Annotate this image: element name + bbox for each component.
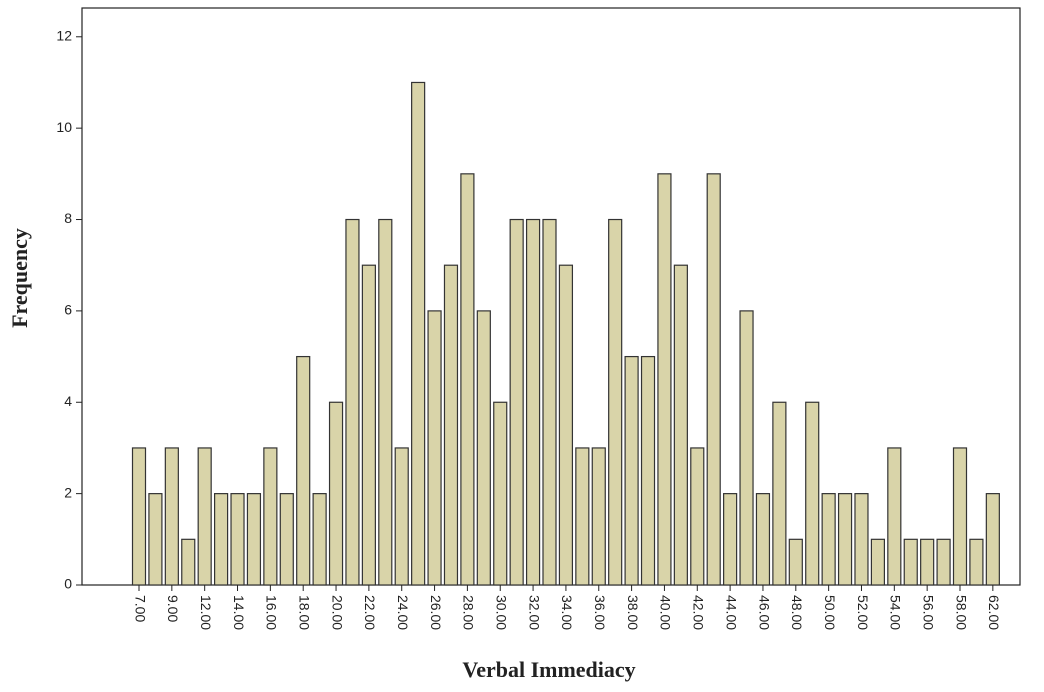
- bar: [854, 493, 869, 586]
- bar: [164, 447, 179, 586]
- bar: [706, 173, 721, 586]
- x-tick-label: 62.00: [986, 595, 1002, 630]
- bar: [920, 538, 935, 586]
- x-tick-label: 56.00: [920, 595, 936, 630]
- x-tick-label: 16.00: [264, 595, 280, 630]
- x-tick-label: 40.00: [658, 595, 674, 630]
- bar: [460, 173, 475, 586]
- bar: [936, 538, 951, 586]
- bar: [214, 493, 229, 586]
- y-tick-label: 8: [64, 210, 72, 226]
- x-tick-label: 30.00: [494, 595, 510, 630]
- x-tick-label: 38.00: [625, 595, 641, 630]
- x-tick-label: 34.00: [559, 595, 575, 630]
- bar: [591, 447, 606, 586]
- bar: [296, 355, 311, 586]
- bar: [624, 355, 639, 586]
- bar: [952, 447, 968, 586]
- bar: [328, 401, 344, 586]
- bar: [788, 538, 803, 586]
- x-tick-label: 48.00: [789, 595, 805, 630]
- bar: [887, 447, 902, 586]
- bar: [985, 493, 1000, 586]
- x-tick-label: 36.00: [592, 595, 608, 630]
- bar: [312, 493, 327, 586]
- bar: [739, 310, 754, 586]
- x-tick-label: 24.00: [395, 595, 411, 630]
- bar: [246, 493, 262, 586]
- y-tick-label: 10: [56, 119, 72, 135]
- x-tick-label: 58.00: [953, 595, 969, 630]
- bar: [443, 264, 459, 586]
- bar: [772, 401, 787, 586]
- x-tick-label: 54.00: [888, 595, 904, 630]
- bar: [279, 493, 294, 586]
- bar: [821, 493, 836, 586]
- x-tick-label: 52.00: [855, 595, 871, 630]
- x-tick-label: 42.00: [691, 595, 707, 630]
- bar: [673, 264, 688, 586]
- x-tick-label: 20.00: [329, 595, 345, 630]
- bar: [608, 218, 623, 586]
- bar: [575, 447, 590, 586]
- bar: [181, 538, 196, 586]
- y-tick-label: 2: [64, 484, 72, 500]
- x-tick-label: 28.00: [461, 595, 477, 630]
- x-tick-label: 26.00: [428, 595, 444, 630]
- x-tick-label: 12.00: [198, 595, 214, 630]
- y-axis-title: Frequency: [7, 228, 32, 328]
- x-tick-label: 22.00: [362, 595, 378, 630]
- x-tick-label: 50.00: [822, 595, 838, 630]
- bar: [542, 218, 557, 586]
- bar: [361, 264, 376, 586]
- x-tick-label: 32.00: [526, 595, 542, 630]
- bar: [509, 218, 524, 586]
- x-tick-label: 14.00: [231, 595, 247, 630]
- bar: [558, 264, 574, 586]
- bar: [805, 401, 820, 586]
- bar: [148, 493, 163, 586]
- bar: [427, 310, 442, 586]
- bar: [903, 538, 918, 586]
- y-tick-label: 12: [56, 27, 72, 43]
- bar: [870, 538, 886, 586]
- bar: [345, 218, 360, 586]
- bar: [640, 355, 656, 586]
- bar: [197, 447, 212, 586]
- y-tick-label: 4: [64, 393, 72, 409]
- x-tick-label: 7.00: [132, 595, 148, 622]
- x-axis-title: Verbal Immediacy: [462, 657, 635, 682]
- bar: [657, 173, 672, 586]
- y-tick-label: 6: [64, 302, 72, 318]
- bar: [394, 447, 409, 586]
- x-tick-label: 46.00: [756, 595, 772, 630]
- x-tick-label: 44.00: [723, 595, 739, 630]
- bar: [230, 493, 245, 586]
- bar: [525, 218, 541, 586]
- bar: [263, 447, 278, 586]
- bar: [378, 218, 393, 586]
- x-tick-label: 9.00: [165, 595, 181, 622]
- bar: [837, 493, 853, 586]
- bar: [969, 538, 984, 586]
- bar: [690, 447, 705, 586]
- bar: [723, 493, 738, 586]
- bar: [476, 310, 491, 586]
- bar: [131, 447, 147, 586]
- y-tick-label: 0: [64, 576, 72, 592]
- bar: [493, 401, 508, 586]
- x-tick-label: 18.00: [296, 595, 312, 630]
- bar: [755, 493, 771, 586]
- bar: [411, 81, 426, 586]
